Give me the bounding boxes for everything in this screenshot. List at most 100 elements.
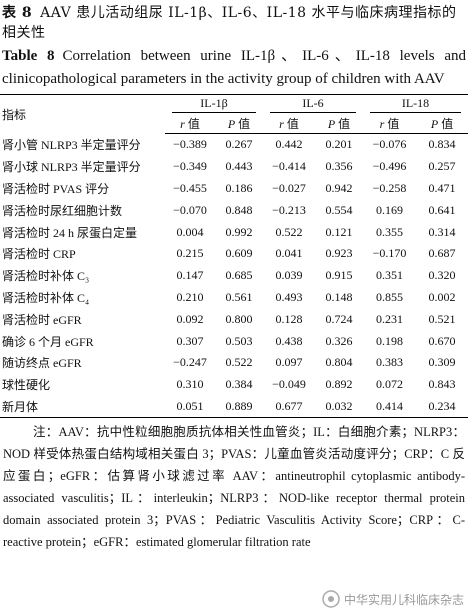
- cell-value: 0.892: [325, 377, 353, 392]
- caption-label: 表 8: [2, 5, 33, 21]
- stat-header: r 值: [363, 114, 417, 134]
- stat-header: P 值: [215, 114, 263, 134]
- cell-value: 0.848: [225, 202, 253, 217]
- cell-value: 0.521: [428, 311, 456, 326]
- cell-value: 0.443: [225, 159, 253, 174]
- notes-en: AAV：antineutrophil cytoplasmic antibody-…: [3, 469, 465, 550]
- cell-value: 0.384: [225, 377, 253, 392]
- cell-value: 0.561: [225, 289, 253, 304]
- cell-value: 0.414: [363, 395, 417, 419]
- cell-value: −0.247: [173, 355, 207, 370]
- cell-value: 0.442: [275, 137, 303, 152]
- cell-value: 0.148: [325, 289, 353, 304]
- cell-value: 0.320: [428, 268, 456, 283]
- table-row: 肾活检时补体 C₄ 0.210 0.561 0.493 0.148 0.855 0.002: [0, 287, 468, 309]
- cell-value: 0.072: [376, 377, 404, 392]
- cell-value: 0.004: [176, 224, 204, 239]
- stat-header: r 值: [263, 114, 315, 134]
- group-header: IL-6: [263, 94, 364, 114]
- cell-value: 0.843: [428, 377, 456, 392]
- stat-suffix: 值: [187, 117, 200, 131]
- cell-value: 0.051: [165, 395, 215, 419]
- row-label: 肾活检时 PVAS 评分: [2, 181, 110, 196]
- cell-value: 0.215: [176, 246, 204, 261]
- cell-value: 0.687: [428, 246, 456, 261]
- table-row: 肾小球 NLRP3 半定量评分 −0.349 0.443 −0.414 0.356 −0.…: [0, 156, 468, 178]
- cell-value: 0.041: [275, 246, 303, 261]
- header-row: 指标 IL-1β IL-6 IL-18: [0, 94, 468, 134]
- table-row: 肾活检时 24 h 尿蛋白定量 0.004 0.992 0.522 0.121 0.355…: [0, 221, 468, 243]
- cell-value: 0.554: [325, 202, 353, 217]
- table-row: 随访终点 eGFR −0.247 0.522 0.097 0.804 0.383 0.309: [0, 352, 468, 374]
- row-label: 肾活检时 eGFR: [2, 312, 82, 327]
- cell-value: 0.351: [376, 268, 404, 283]
- cell-value: −0.414: [272, 159, 306, 174]
- table-row: 确诊 6 个月 eGFR 0.307 0.503 0.438 0.326 0.198 0.6…: [0, 330, 468, 352]
- stat-name: r: [379, 117, 385, 131]
- cell-value: 0.092: [176, 311, 204, 326]
- cell-value: −0.027: [272, 180, 306, 195]
- cell-value: 0.147: [176, 268, 204, 283]
- table-row: 肾活检时 eGFR 0.092 0.800 0.128 0.724 0.231 0.521: [0, 308, 468, 330]
- cell-value: 0.677: [263, 395, 315, 419]
- cell-value: 0.169: [376, 202, 404, 217]
- stat-suffix: 值: [286, 117, 299, 131]
- cell-value: 0.834: [428, 137, 456, 152]
- row-label: 肾活检时补体 C₄: [2, 290, 90, 305]
- row-label: 新月体: [0, 395, 165, 419]
- cell-value: −0.455: [173, 180, 207, 195]
- cell-value: 0.522: [225, 355, 253, 370]
- group-label: IL-6: [270, 96, 356, 113]
- cell-value: 0.724: [325, 311, 353, 326]
- stat-suffix: 值: [238, 117, 251, 131]
- cell-value: 0.670: [428, 333, 456, 348]
- cell-value: 0.186: [225, 180, 253, 195]
- row-label: 肾活检时补体 C₃: [2, 269, 90, 284]
- cell-value: 0.471: [428, 180, 456, 195]
- row-label: 肾活检时尿红细胞计数: [2, 203, 123, 218]
- cell-value: 0.128: [275, 311, 303, 326]
- cell-value: −0.349: [173, 159, 207, 174]
- cell-value: −0.070: [173, 202, 207, 217]
- row-label: 球性硬化: [2, 378, 51, 393]
- cell-value: −0.170: [372, 246, 407, 261]
- cell-value: 0.234: [416, 395, 468, 419]
- cell-value: 0.210: [176, 289, 204, 304]
- cell-value: −0.076: [372, 137, 407, 152]
- notes-cn: 注：AAV：抗中性粒细胞胞质抗体相关性血管炎；IL：白细胞介素；NLRP3：NO…: [3, 425, 465, 484]
- table-row: 肾活检时 CRP 0.215 0.609 0.041 0.923 −0.170 0.687: [0, 243, 468, 265]
- cell-value: 0.438: [275, 333, 303, 348]
- cell-value: 0.309: [428, 355, 456, 370]
- caption-text: Correlation between urine IL-1β、IL-6、IL-…: [2, 48, 467, 87]
- group-header: IL-1β: [165, 94, 263, 114]
- cell-value: 0.307: [176, 333, 204, 348]
- row-label: 肾小球 NLRP3 半定量评分: [2, 160, 141, 175]
- stat-name: P: [430, 117, 439, 131]
- notes: 注：AAV：抗中性粒细胞胞质抗体相关性血管炎；IL：白细胞介素；NLRP3：NO…: [0, 418, 468, 553]
- table-row: 肾活检时 PVAS 评分 −0.455 0.186 −0.027 0.942 −0.258…: [0, 178, 468, 200]
- watermark-text: 中华实用儿科临床杂志: [343, 592, 464, 607]
- cell-value: 0.800: [225, 311, 253, 326]
- cell-value: 0.267: [225, 137, 253, 152]
- caption-cn: 表 8 AAV 患儿活动组尿 IL-1β、IL-6、IL-18 水平与临床病理指标…: [0, 0, 468, 43]
- cell-value: 0.493: [275, 289, 303, 304]
- row-label: 随访终点 eGFR: [2, 356, 82, 371]
- cell-value: −0.213: [272, 202, 306, 217]
- group-label: IL-18: [370, 96, 461, 113]
- cell-value: 0.121: [325, 224, 353, 239]
- cell-value: 0.310: [176, 377, 204, 392]
- cell-value: 0.097: [275, 355, 303, 370]
- cell-value: −0.258: [372, 180, 407, 195]
- cell-value: 0.915: [325, 268, 353, 283]
- stat-suffix: 值: [338, 117, 351, 131]
- cell-value: 0.356: [325, 159, 353, 174]
- stat-name: P: [227, 117, 236, 131]
- watermark-logo: [322, 590, 340, 608]
- cell-value: 0.355: [376, 224, 404, 239]
- cell-value: 0.326: [325, 333, 353, 348]
- row-label: 肾活检时 CRP: [2, 247, 76, 262]
